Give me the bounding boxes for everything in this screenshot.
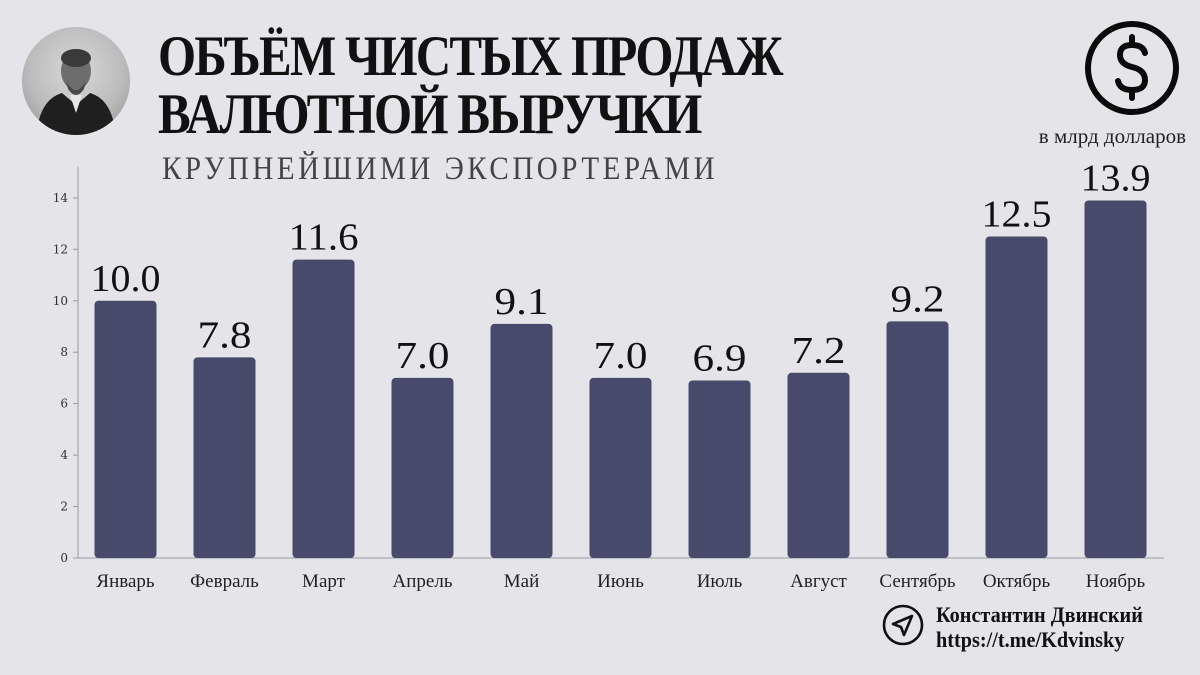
data-label: 12.5 [982,193,1052,235]
bar-3 [292,259,355,558]
y-tick-label: 6 [60,397,68,411]
x-tick-label: Октябрь [983,571,1051,592]
bar-5 [490,323,553,558]
data-label: 9.1 [495,281,549,323]
bar-10 [985,236,1048,558]
y-tick-label: 8 [60,345,68,359]
chart-data-labels: 10.0 7.8 11.6 7.0 9.1 7.0 6.9 7.2 9.2 12.5 13.9 [91,157,1151,379]
chart-subtitle: КРУПНЕЙШИМИ ЭКСПОРТЕРАМИ [162,151,719,187]
data-label: 9.2 [891,278,945,320]
chart-axes: 0 2 4 6 8 10 12 14 Январь Февраль Март Апрель Май Июн… [53,167,1164,592]
y-tick-label: 14 [53,191,69,205]
bar-2 [193,357,256,558]
x-tick-label: Июнь [597,571,644,592]
bar-6 [589,377,652,558]
author-link[interactable]: https://t.me/Kdvinsky [936,627,1125,652]
author-credit: Константин Двинский https://t.me/Kdvinsk… [936,602,1143,652]
chart-title: ОБЪЁМ ЧИСТЫХ ПРОДАЖ ВАЛЮТНОЙ ВЫРУЧКИ [158,25,784,146]
x-tick-label: Ноябрь [1086,571,1146,592]
x-tick-label: Февраль [190,571,259,592]
x-tick-label: Июль [697,571,743,592]
title-line-2: ВАЛЮТНОЙ ВЫРУЧКИ [158,83,702,146]
data-label: 7.2 [792,330,846,372]
y-tick-label: 0 [60,551,68,565]
x-tick-label: Май [504,571,540,592]
send-arrow-icon [882,604,924,646]
data-label: 11.6 [289,217,359,259]
bar-11 [1084,200,1147,558]
title-line-1: ОБЪЁМ ЧИСТЫХ ПРОДАЖ [158,25,784,88]
x-tick-label: Апрель [393,571,453,592]
y-tick-label: 4 [60,448,68,462]
bar-4 [391,377,454,558]
portrait-image [36,49,116,135]
data-label: 6.9 [693,338,747,380]
y-tick-label: 12 [53,242,68,256]
y-tick-label: 10 [53,294,68,308]
bar-9 [886,321,949,558]
dollar-icon [1085,21,1179,115]
y-tick-label: 2 [60,500,68,514]
unit-label: в млрд долларов [1038,124,1186,148]
author-portrait [22,27,130,135]
data-label: 7.0 [594,335,648,377]
data-label: 7.0 [396,335,450,377]
chart-bars [94,200,1147,558]
data-label: 7.8 [198,314,252,356]
bar-8 [787,372,850,558]
x-tick-label: Январь [96,571,154,592]
x-tick-label: Август [790,571,847,592]
x-tick-label: Март [302,571,346,592]
data-label: 13.9 [1081,157,1151,199]
bar-1 [94,300,157,558]
author-name: Константин Двинский [936,602,1143,627]
bar-7 [688,380,751,558]
x-tick-label: Сентябрь [879,571,955,592]
data-label: 10.0 [91,258,161,300]
